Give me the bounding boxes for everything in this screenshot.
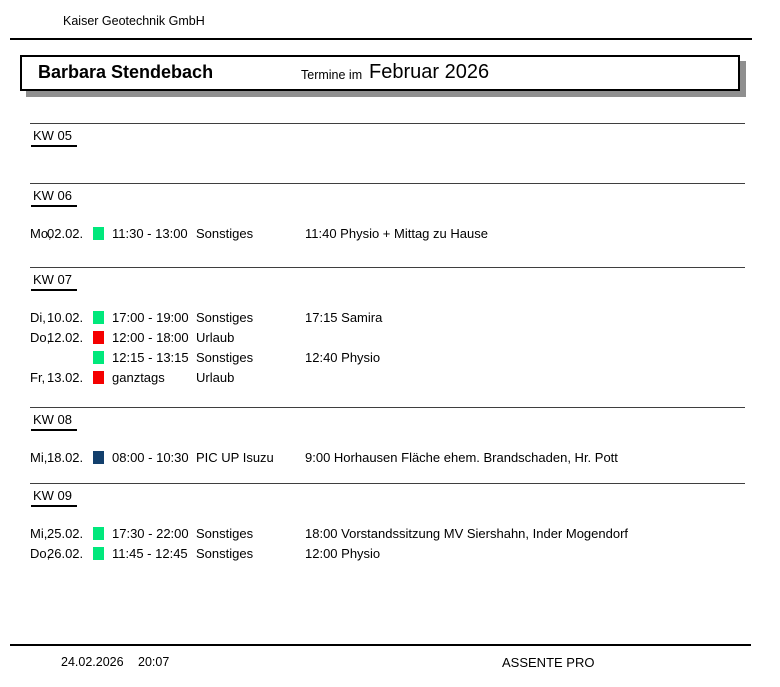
appointment-row: Di, 10.02. 17:00 - 19:00 Sonstiges 17:15… [30,308,745,328]
entry-date: 25.02. [47,526,84,541]
entry-time: 17:30 - 22:00 [112,526,189,541]
entry-day: Do, [30,330,51,345]
person-name: Barbara Stendebach [38,62,214,82]
week-label: KW 09 [31,488,78,507]
category-color-swatch [93,351,104,364]
appointment-row: Fr, 13.02. ganztags Urlaub [30,368,745,388]
appointment-row: Mi, 25.02. 17:30 - 22:00 Sonstiges 18:00… [30,524,745,544]
entry-day: Do, [30,546,51,561]
category-color-swatch [93,451,104,464]
entry-time: 11:30 - 13:00 [112,226,188,241]
appointment-row: 12:15 - 13:15 Sonstiges 12:40 Physio [30,348,745,368]
week-entries: Mi, 25.02. 17:30 - 22:00 Sonstiges 18:00… [30,524,745,564]
entry-time: 08:00 - 10:30 [112,450,189,465]
entry-day: Mi, [30,526,48,541]
entry-category: PIC UP Isuzu [196,450,274,465]
entry-date: 10.02. [47,310,84,325]
week-section: KW 08 Mi, 18.02. 08:00 - 10:30 PIC UP Is… [30,407,745,468]
week-entries: Di, 10.02. 17:00 - 19:00 Sonstiges 17:15… [30,308,745,388]
entry-day: Mo, [30,226,52,241]
entry-time: 12:00 - 18:00 [112,330,189,345]
entry-day: Mi, [30,450,48,465]
entry-day: Di, [30,310,46,325]
entry-category: Sonstiges [196,226,254,241]
entry-day: Fr, [30,370,46,385]
title-prefix: Termine im [301,68,363,82]
title-month: Februar 2026 [369,61,490,83]
entry-date: 18.02. [47,450,84,465]
company-name: Kaiser Geotechnik GmbH [63,14,205,28]
week-label: KW 06 [31,188,78,207]
week-divider [30,183,745,184]
entry-description: 17:15 Samira [305,310,383,325]
entry-category: Sonstiges [196,526,254,541]
entry-time: 11:45 - 12:45 [112,546,188,561]
week-entries: Mo, 02.02. 11:30 - 13:00 Sonstiges 11:40… [30,224,745,244]
week-entries: Mi, 18.02. 08:00 - 10:30 PIC UP Isuzu 9:… [30,448,745,468]
week-divider [30,123,745,124]
appointment-row: Do, 12.02. 12:00 - 18:00 Urlaub [30,328,745,348]
entry-description: 12:00 Physio [305,546,381,561]
category-color-swatch [93,527,104,540]
week-divider [30,407,745,408]
entry-time: 17:00 - 19:00 [112,310,189,325]
header-rule [10,38,752,40]
category-color-swatch [93,311,104,324]
category-color-swatch [93,227,104,240]
entry-category: Sonstiges [196,350,254,365]
entry-description: 9:00 Horhausen Fläche ehem. Brandschaden… [305,450,618,465]
week-section: KW 07 Di, 10.02. 17:00 - 19:00 Sonstiges… [30,267,745,388]
entry-time: 12:15 - 13:15 [112,350,189,365]
entry-date: 02.02. [47,226,84,241]
category-color-swatch [93,331,104,344]
entry-date: 26.02. [47,546,84,561]
footer-brand: ASSENTE PRO [502,655,595,670]
entry-category: Sonstiges [196,310,254,325]
appointment-row: Mo, 02.02. 11:30 - 13:00 Sonstiges 11:40… [30,224,745,244]
week-label: KW 07 [31,272,78,291]
title-box: Barbara Stendebach Termine im Februar 20… [20,55,740,91]
entry-time: ganztags [112,370,165,385]
entry-description: 18:00 Vorstandssitzung MV Siershahn, Ind… [305,526,629,541]
week-divider [30,267,745,268]
entry-description: 11:40 Physio + Mittag zu Hause [305,226,488,241]
entry-category: Urlaub [196,370,235,385]
entry-category: Urlaub [196,330,235,345]
week-label: KW 05 [31,128,78,147]
footer-rule [10,644,751,646]
footer-date: 24.02.2026 [61,655,124,669]
category-color-swatch [93,371,104,384]
week-divider [30,483,745,484]
week-section: KW 06 Mo, 02.02. 11:30 - 13:00 Sonstiges… [30,183,745,244]
category-color-swatch [93,547,104,560]
entry-date: 13.02. [47,370,84,385]
appointment-row: Do, 26.02. 11:45 - 12:45 Sonstiges 12:00… [30,544,745,564]
week-label: KW 08 [31,412,78,431]
entry-description: 12:40 Physio [305,350,381,365]
entry-date: 12.02. [47,330,84,345]
appointment-row: Mi, 18.02. 08:00 - 10:30 PIC UP Isuzu 9:… [30,448,745,468]
week-section: KW 09 Mi, 25.02. 17:30 - 22:00 Sonstiges… [30,483,745,564]
week-section: KW 05 [30,123,745,147]
footer-time: 20:07 [138,655,170,669]
entry-category: Sonstiges [196,546,254,561]
